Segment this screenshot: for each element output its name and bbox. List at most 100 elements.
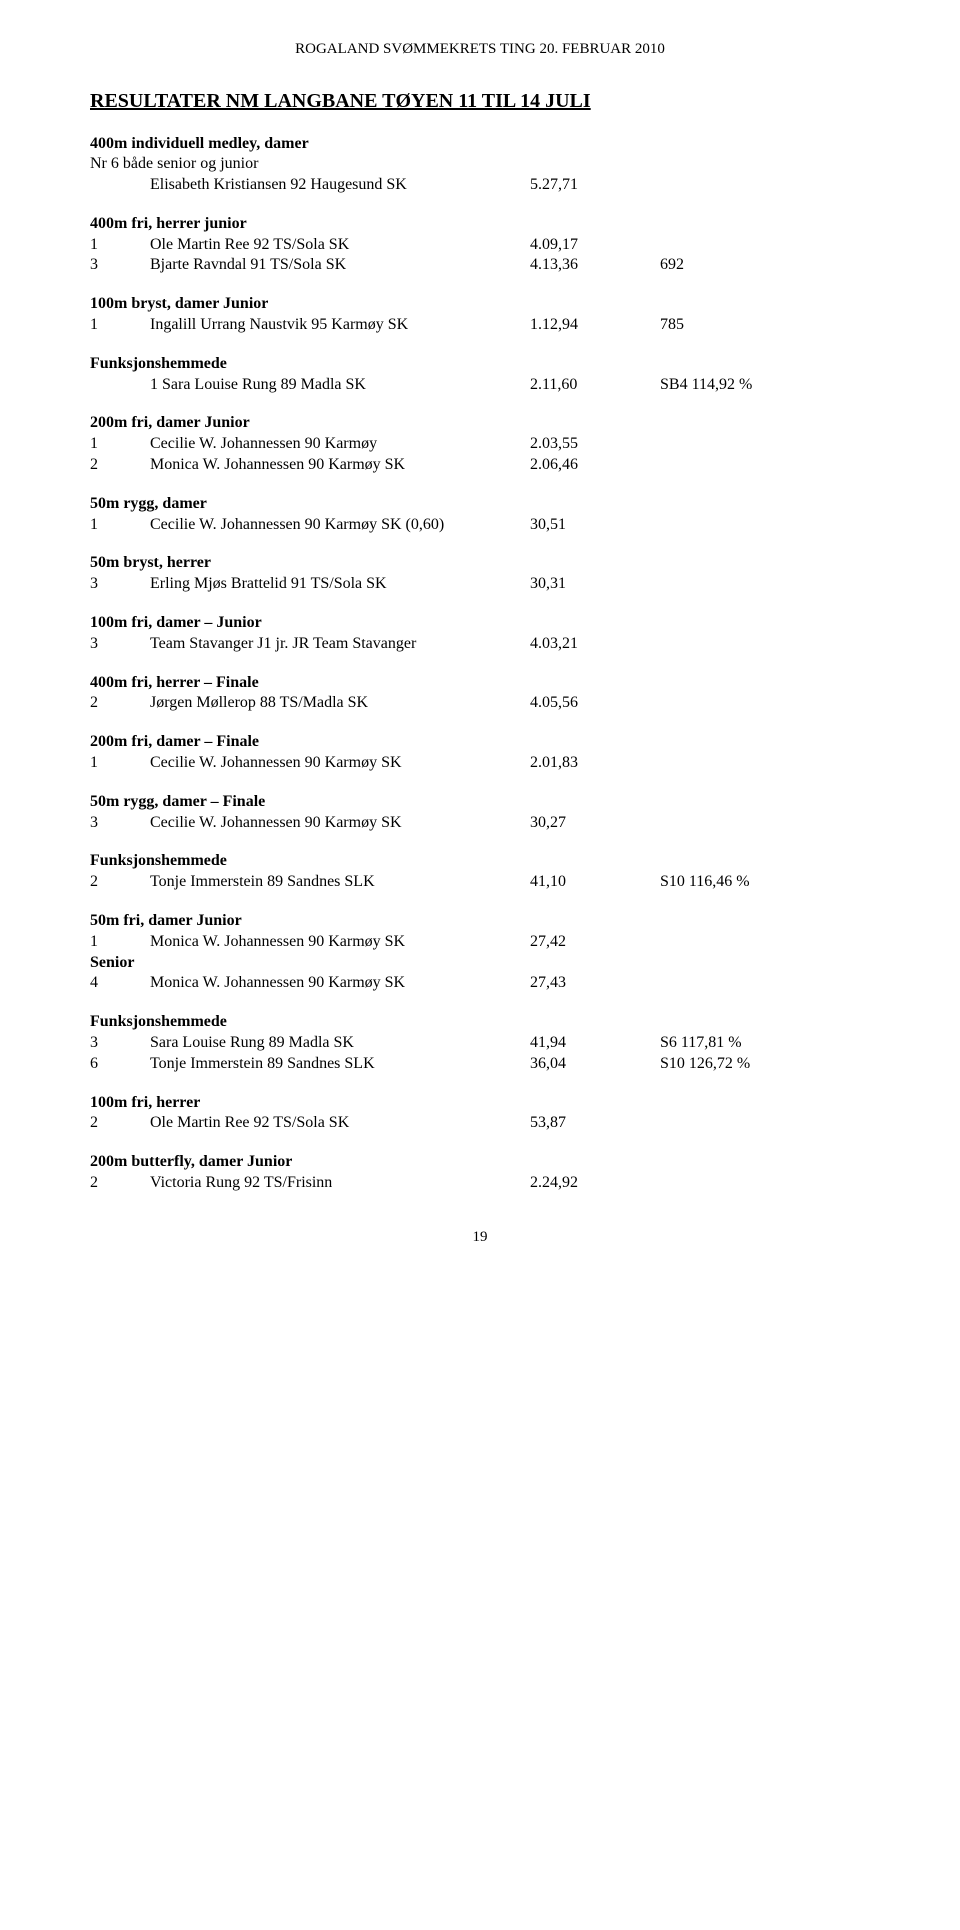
place-cell: 1: [90, 315, 150, 336]
name-cell: Tonje Immerstein 89 Sandnes SLK: [150, 1054, 530, 1075]
section-title: 100m fri, herrer: [90, 1093, 870, 1114]
extra-cell: [660, 434, 870, 455]
place-cell: 3: [90, 574, 150, 595]
name-cell: Cecilie W. Johannessen 90 Karmøy SK (0,6…: [150, 515, 530, 536]
extra-cell: [660, 1173, 870, 1194]
section-title: 50m rygg, damer: [90, 494, 870, 515]
extra-cell: S10 126,72 %: [660, 1054, 870, 1075]
extra-cell: [660, 932, 870, 953]
result-row: 2Tonje Immerstein 89 Sandnes SLK41,10S10…: [90, 872, 870, 893]
section-title: 400m fri, herrer junior: [90, 214, 870, 235]
result-row: 3Cecilie W. Johannessen 90 Karmøy SK30,2…: [90, 813, 870, 834]
extra-cell: S6 117,81 %: [660, 1033, 870, 1054]
result-row: 1Cecilie W. Johannessen 90 Karmøy2.03,55: [90, 434, 870, 455]
result-row: 1 Sara Louise Rung 89 Madla SK2.11,60SB4…: [90, 375, 870, 396]
result-section: Funksjonshemmede3Sara Louise Rung 89 Mad…: [90, 1012, 870, 1074]
result-row: 4Monica W. Johannessen 90 Karmøy SK27,43: [90, 973, 870, 994]
extra-cell: [660, 455, 870, 476]
place-cell: 3: [90, 1033, 150, 1054]
result-row: 2Monica W. Johannessen 90 Karmøy SK2.06,…: [90, 455, 870, 476]
extra-cell: 692: [660, 255, 870, 276]
result-section: 50m fri, damer Junior1Monica W. Johannes…: [90, 911, 870, 994]
name-cell: Erling Mjøs Brattelid 91 TS/Sola SK: [150, 574, 530, 595]
extra-cell: [660, 634, 870, 655]
extra-cell: [660, 515, 870, 536]
name-cell: Sara Louise Rung 89 Madla SK: [150, 1033, 530, 1054]
name-cell: Cecilie W. Johannessen 90 Karmøy SK: [150, 753, 530, 774]
section-subhead: Nr 6 både senior og junior: [90, 154, 870, 175]
result-section: 200m fri, damer Junior1Cecilie W. Johann…: [90, 413, 870, 475]
extra-cell: S10 116,46 %: [660, 872, 870, 893]
place-cell: 2: [90, 872, 150, 893]
senior-label: Senior: [90, 953, 870, 974]
section-title: 50m fri, damer Junior: [90, 911, 870, 932]
name-cell: Monica W. Johannessen 90 Karmøy SK: [150, 455, 530, 476]
result-row: 3Sara Louise Rung 89 Madla SK41,94S6 117…: [90, 1033, 870, 1054]
place-cell: 1: [90, 932, 150, 953]
result-section: Funksjonshemmede2Tonje Immerstein 89 San…: [90, 851, 870, 893]
place-cell: 1: [90, 434, 150, 455]
name-cell: Victoria Rung 92 TS/Frisinn: [150, 1173, 530, 1194]
result-row: Elisabeth Kristiansen 92 Haugesund SK5.2…: [90, 175, 870, 196]
result-row: 3Erling Mjøs Brattelid 91 TS/Sola SK30,3…: [90, 574, 870, 595]
name-cell: 1 Sara Louise Rung 89 Madla SK: [150, 375, 530, 396]
time-cell: 30,51: [530, 515, 660, 536]
result-row: 1Ingalill Urrang Naustvik 95 Karmøy SK1.…: [90, 315, 870, 336]
extra-cell: [660, 235, 870, 256]
result-section: 100m fri, herrer2Ole Martin Ree 92 TS/So…: [90, 1093, 870, 1135]
result-row: 6Tonje Immerstein 89 Sandnes SLK36,04S10…: [90, 1054, 870, 1075]
time-cell: 41,94: [530, 1033, 660, 1054]
time-cell: 30,31: [530, 574, 660, 595]
extra-cell: [660, 813, 870, 834]
time-cell: 2.24,92: [530, 1173, 660, 1194]
result-row: 1Monica W. Johannessen 90 Karmøy SK27,42: [90, 932, 870, 953]
result-section: 50m bryst, herrer3Erling Mjøs Brattelid …: [90, 553, 870, 595]
time-cell: 41,10: [530, 872, 660, 893]
time-cell: 36,04: [530, 1054, 660, 1075]
results-content: 400m individuell medley, damerNr 6 både …: [90, 134, 870, 1194]
name-cell: Ole Martin Ree 92 TS/Sola SK: [150, 1113, 530, 1134]
extra-cell: [660, 1113, 870, 1134]
section-title: 100m bryst, damer Junior: [90, 294, 870, 315]
result-row: 2Ole Martin Ree 92 TS/Sola SK53,87: [90, 1113, 870, 1134]
time-cell: 27,43: [530, 973, 660, 994]
name-cell: Elisabeth Kristiansen 92 Haugesund SK: [150, 175, 530, 196]
section-title: Funksjonshemmede: [90, 851, 870, 872]
section-title: 50m bryst, herrer: [90, 553, 870, 574]
place-cell: 2: [90, 1173, 150, 1194]
result-section: 200m butterfly, damer Junior2Victoria Ru…: [90, 1152, 870, 1194]
place-cell: 3: [90, 634, 150, 655]
result-section: 50m rygg, damer – Finale3Cecilie W. Joha…: [90, 792, 870, 834]
time-cell: 4.03,21: [530, 634, 660, 655]
time-cell: 2.11,60: [530, 375, 660, 396]
section-title: 200m fri, damer – Finale: [90, 732, 870, 753]
result-row: 3Team Stavanger J1 jr. JR Team Stavanger…: [90, 634, 870, 655]
section-title: 50m rygg, damer – Finale: [90, 792, 870, 813]
result-section: 400m fri, herrer – Finale2Jørgen Møllero…: [90, 673, 870, 715]
extra-cell: 785: [660, 315, 870, 336]
place-cell: 1: [90, 235, 150, 256]
section-title: 200m fri, damer Junior: [90, 413, 870, 434]
result-section: 200m fri, damer – Finale1Cecilie W. Joha…: [90, 732, 870, 774]
time-cell: 4.09,17: [530, 235, 660, 256]
place-cell: [90, 175, 150, 196]
document-header: ROGALAND SVØMMEKRETS TING 20. FEBRUAR 20…: [90, 40, 870, 60]
name-cell: Jørgen Møllerop 88 TS/Madla SK: [150, 693, 530, 714]
result-section: 50m rygg, damer1Cecilie W. Johannessen 9…: [90, 494, 870, 536]
section-title: 400m individuell medley, damer: [90, 134, 870, 155]
place-cell: 6: [90, 1054, 150, 1075]
result-row: 1Cecilie W. Johannessen 90 Karmøy SK (0,…: [90, 515, 870, 536]
extra-cell: [660, 753, 870, 774]
name-cell: Tonje Immerstein 89 Sandnes SLK: [150, 872, 530, 893]
name-cell: Monica W. Johannessen 90 Karmøy SK: [150, 973, 530, 994]
place-cell: [90, 375, 150, 396]
extra-cell: [660, 693, 870, 714]
section-title: 200m butterfly, damer Junior: [90, 1152, 870, 1173]
time-cell: 2.01,83: [530, 753, 660, 774]
place-cell: 1: [90, 515, 150, 536]
time-cell: 5.27,71: [530, 175, 660, 196]
place-cell: 1: [90, 753, 150, 774]
result-row: 3Bjarte Ravndal 91 TS/Sola SK4.13,36692: [90, 255, 870, 276]
place-cell: 4: [90, 973, 150, 994]
result-section: 400m fri, herrer junior1Ole Martin Ree 9…: [90, 214, 870, 276]
